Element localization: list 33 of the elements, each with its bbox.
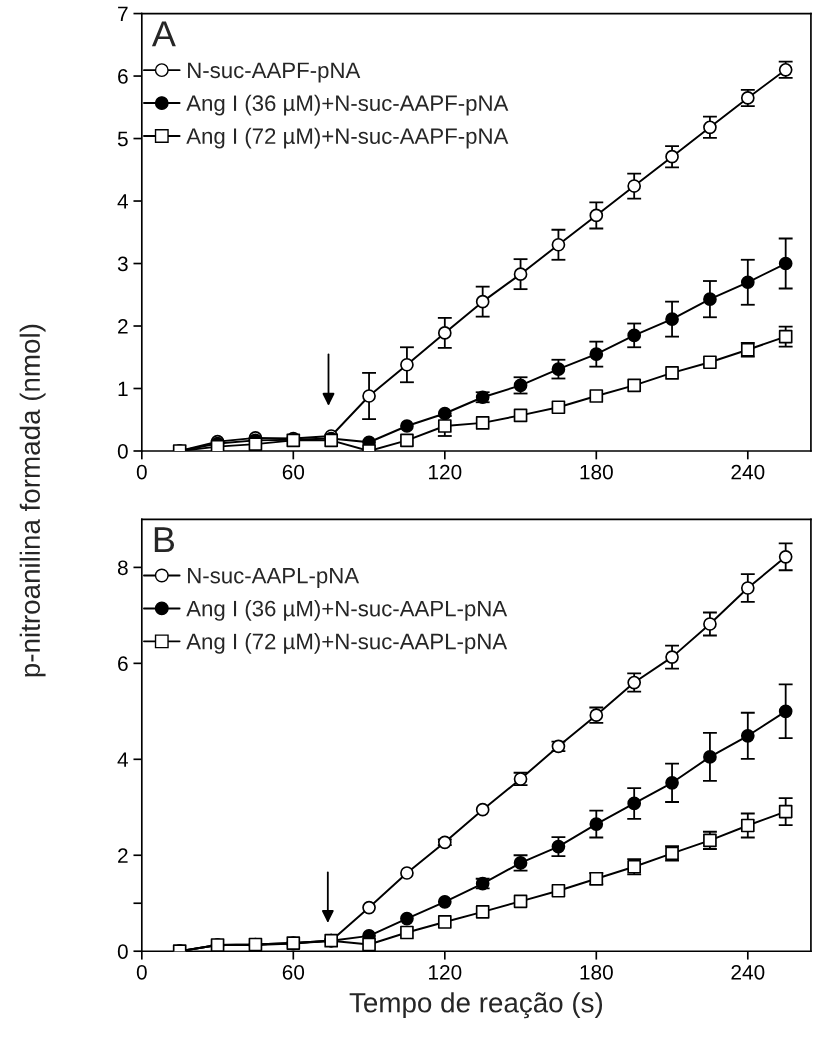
legend-label: Ang I (72 µM)+N-suc-AAPL-pNA — [186, 633, 508, 654]
legend-label: N-suc-AAPL-pNA — [188, 567, 360, 588]
legend-label: N-suc-AAPF-pNA — [188, 62, 361, 83]
x-tick-label: 60 — [282, 964, 305, 980]
y-tick-label: 4 — [117, 752, 129, 767]
y-tick-label: 7 — [118, 6, 128, 22]
y-tick-label: 6 — [118, 656, 128, 672]
y-tick-label: 8 — [117, 560, 128, 576]
x-tick-label: 120 — [429, 464, 462, 480]
legend-label: Ang I (36 µM)+N-suc-AAPL-pNA — [186, 600, 508, 621]
legend-label: Ang I (72 µM)+N-suc-AAPF-pNA — [186, 127, 509, 149]
y-tick-label: 0 — [117, 944, 128, 959]
x-tick-label: 240 — [731, 964, 765, 980]
y-tick-label: 4 — [117, 194, 129, 209]
x-axis-title: Tempo de reação (s) — [349, 992, 603, 1019]
x-tick-label: 120 — [429, 964, 462, 980]
x-tick-label: 60 — [282, 464, 305, 480]
y-tick-label: 0 — [117, 443, 128, 459]
y-tick-label: 3 — [117, 256, 128, 272]
x-tick-label: 0 — [136, 964, 147, 980]
y-axis-title: p-nitroanilina formada (nmol) — [19, 324, 46, 677]
y-tick-label: 2 — [118, 319, 128, 334]
x-tick-label: 180 — [580, 464, 613, 480]
annotation: B — [154, 527, 175, 553]
annotation: A — [151, 21, 176, 47]
y-tick-label: 2 — [118, 848, 128, 863]
y-tick-label: 6 — [118, 69, 128, 84]
x-tick-label: 0 — [136, 464, 147, 480]
x-tick-label: 240 — [731, 464, 765, 480]
y-tick-label: 5 — [117, 131, 128, 147]
x-tick-label: 180 — [580, 964, 613, 980]
legend-label: Ang I (36 µM)+N-suc-AAPF-pNA — [186, 94, 509, 116]
y-tick-label: 1 — [118, 381, 128, 397]
